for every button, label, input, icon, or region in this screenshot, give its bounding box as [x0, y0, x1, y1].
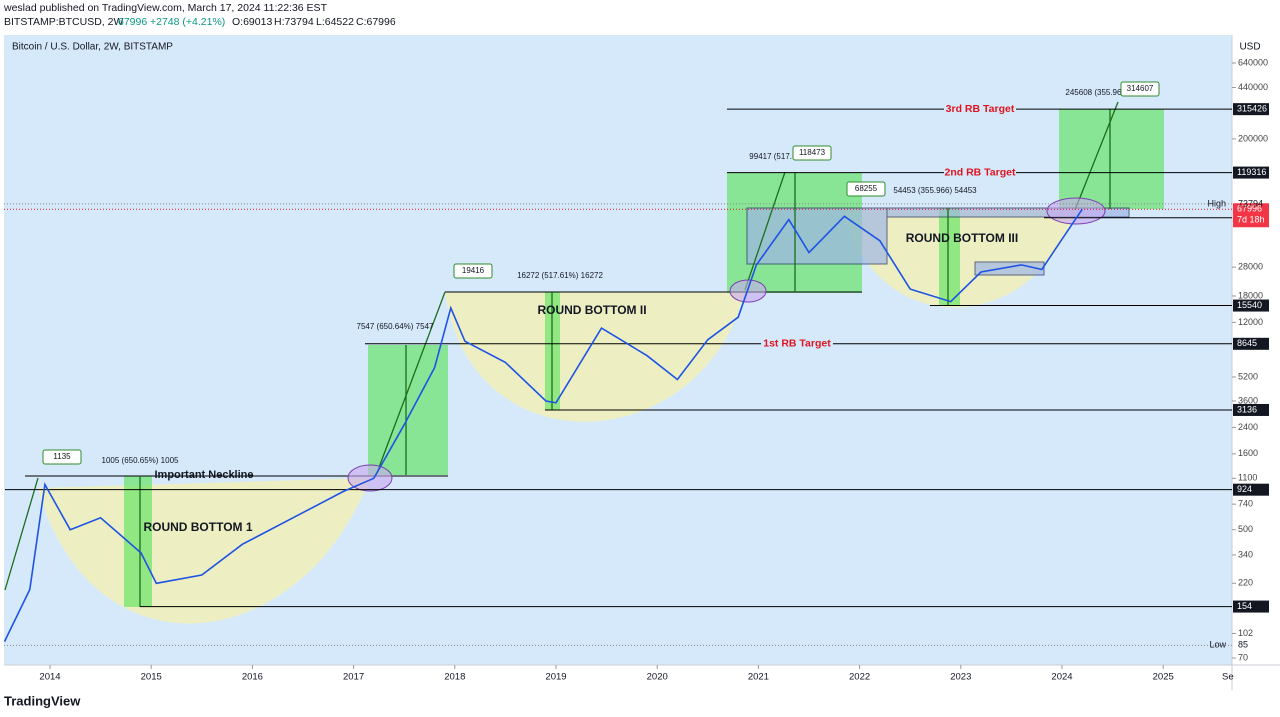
round-bottom [38, 478, 370, 624]
y-tick-label: 440000 [1238, 82, 1268, 92]
symbol: BITSTAMP:BTCUSD, 2W [4, 16, 123, 28]
level-box [1233, 600, 1269, 613]
annotation: 68255 [855, 184, 878, 193]
x-tick-label: 2017 [343, 672, 364, 683]
annotation: 54453 (355.966) 54453 [893, 186, 977, 195]
ohlc-close: C:67996 [356, 16, 396, 28]
y-tick-label: 1100 [1238, 473, 1257, 483]
level-value: 119316 [1237, 167, 1266, 177]
y-tick-label: 500 [1238, 524, 1253, 534]
y-tick-label: 28000 [1238, 262, 1263, 272]
y-tick-label: 5200 [1238, 371, 1258, 381]
y-tick-label: 640000 [1238, 57, 1268, 67]
level-value: 315426 [1237, 104, 1267, 114]
label-box [42, 449, 82, 465]
annotation: Important Neckline [154, 469, 253, 481]
range-boxes [746, 207, 1130, 276]
level-value: 8645 [1237, 338, 1257, 348]
y-tick-label: 340 [1238, 549, 1253, 559]
level-label-bg [944, 165, 1016, 180]
high-label: High [1207, 198, 1226, 208]
annotation: ROUND BOTTOM III [906, 231, 1018, 245]
ohlc-low: L:64522 [316, 16, 354, 28]
annotation: 118473 [799, 148, 826, 157]
x-tick-label: 2022 [849, 672, 870, 683]
y-tick-label: 1600 [1238, 448, 1258, 458]
high-value: 73794 [1238, 198, 1263, 208]
level-label: 2nd RB Target [945, 166, 1016, 178]
x-tick-label: Se [1222, 672, 1234, 683]
countdown: 7d 18h [1237, 215, 1265, 225]
last: 67996 [118, 16, 147, 28]
level-label: 3rd RB Target [946, 103, 1015, 115]
annotation: 1005 (650.65%) 1005 [102, 456, 180, 465]
price-line [3, 208, 1083, 642]
annotation: 1135 [53, 452, 71, 461]
y-tick-label: 220 [1238, 578, 1253, 588]
x-tick-label: 2020 [647, 672, 668, 683]
label-box [1120, 81, 1160, 97]
annotation: ROUND BOTTOM 1 [143, 520, 252, 534]
currency: USD [1239, 42, 1260, 53]
price-axis [1232, 35, 1280, 665]
round-bottom [445, 292, 745, 422]
annotation: 16272 (517.61%) 16272 [517, 271, 603, 280]
x-tick-label: 2014 [39, 672, 60, 683]
x-tick-label: 2023 [950, 672, 971, 683]
level-value: 15540 [1237, 300, 1262, 310]
level-label: 1st RB Target [763, 338, 831, 350]
annotation: 99417 (517.61%) [749, 152, 811, 161]
level-box [1233, 337, 1269, 350]
x-tick-label: 2016 [242, 672, 263, 683]
annotation: ROUND BOTTOM II [537, 303, 646, 317]
y-tick-label: 2400 [1238, 422, 1258, 432]
annotation: 19416 [462, 266, 485, 275]
y-tick-label: 12000 [1238, 317, 1263, 327]
label-box [846, 181, 886, 197]
x-tick-label: 2021 [748, 672, 769, 683]
y-tick-label: 200000 [1238, 133, 1268, 143]
arrows [4, 101, 1119, 607]
last-price: 67996 [1237, 204, 1262, 214]
x-tick-label: 2015 [141, 672, 162, 683]
annotation: 245608 (355.966) [1065, 88, 1129, 97]
low-value: 85 [1238, 640, 1248, 650]
brand: TradingView [4, 693, 81, 708]
level-box [1233, 299, 1269, 312]
ohlc-high: H:73794 [274, 16, 314, 28]
y-tick-label: 740 [1238, 499, 1253, 509]
x-tick-label: 2018 [444, 672, 465, 683]
ohlc-open: O:69013 [232, 16, 272, 28]
low-label: Low [1209, 640, 1226, 650]
level-value: 3136 [1237, 404, 1257, 414]
y-tick-label: 3600 [1238, 395, 1258, 405]
last-box [1233, 203, 1269, 228]
y-tick-label: 102 [1238, 628, 1253, 638]
published: weslad published on TradingView.com, Mar… [3, 2, 328, 14]
y-tick-label: 18000 [1238, 290, 1263, 300]
level-label-bg [944, 102, 1016, 117]
label-box [453, 263, 493, 279]
annotation: 7547 (650.64%) 7547 [357, 322, 435, 331]
change: +2748 (+4.21%) [150, 16, 225, 28]
x-tick-label: 2024 [1051, 672, 1072, 683]
x-tick-label: 2025 [1153, 672, 1174, 683]
annotations: 1135 1005 (650.65%) 1005 Important Necklin… [42, 81, 1160, 534]
annotation: 314607 [1127, 84, 1154, 93]
y-tick-label: 70 [1238, 652, 1248, 662]
label-box [792, 145, 832, 161]
level-label-bg [761, 336, 833, 351]
level-box [1233, 403, 1269, 416]
chart-title: Bitcoin / U.S. Dollar, 2W, BITSTAMP [12, 42, 173, 53]
level-box [1233, 166, 1269, 179]
level-value: 924 [1237, 484, 1252, 494]
level-value: 154 [1237, 601, 1252, 611]
level-box [1233, 103, 1269, 116]
x-tick-label: 2019 [545, 672, 566, 683]
level-box [1233, 483, 1269, 496]
